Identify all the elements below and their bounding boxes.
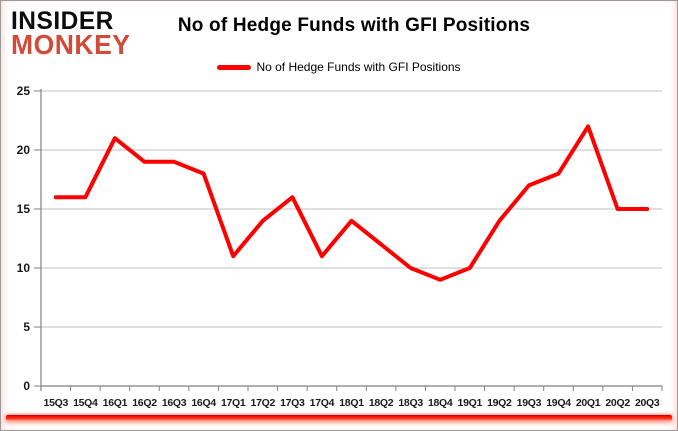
legend-line-marker bbox=[217, 64, 252, 70]
insider-monkey-logo: INSIDER MONKEY bbox=[11, 6, 151, 61]
x-tick-label-18Q2: 18Q2 bbox=[369, 397, 394, 409]
x-tick-label-17Q3: 17Q3 bbox=[280, 397, 305, 409]
x-tick-label-15Q3: 15Q3 bbox=[44, 397, 69, 409]
legend-label: No of Hedge Funds with GFI Positions bbox=[256, 60, 461, 74]
y-tick-label-10: 10 bbox=[17, 261, 31, 275]
chart-legend: No of Hedge Funds with GFI Positions bbox=[1, 60, 677, 74]
x-tick-label-16Q3: 16Q3 bbox=[162, 397, 187, 409]
x-tick-label-19Q4: 19Q4 bbox=[546, 397, 571, 409]
series-line bbox=[53, 124, 650, 282]
x-tick-label-15Q4: 15Q4 bbox=[73, 397, 98, 409]
x-tick-label-20Q3: 20Q3 bbox=[635, 397, 660, 409]
x-tick-label-20Q1: 20Q1 bbox=[576, 397, 601, 409]
x-tick-label-16Q2: 16Q2 bbox=[132, 397, 157, 409]
x-tick-label-19Q3: 19Q3 bbox=[517, 397, 542, 409]
logo-text-insider: INSIDER bbox=[11, 6, 114, 36]
x-tick-label-16Q4: 16Q4 bbox=[191, 397, 216, 409]
x-tick-label-17Q4: 17Q4 bbox=[310, 397, 335, 409]
x-tick-label-17Q2: 17Q2 bbox=[251, 397, 276, 409]
x-tick-label-16Q1: 16Q1 bbox=[103, 397, 128, 409]
x-tick-label-17Q1: 17Q1 bbox=[221, 397, 246, 409]
x-tick-label-19Q1: 19Q1 bbox=[458, 397, 483, 409]
logo-text-monkey: MONKEY bbox=[11, 28, 131, 61]
y-tick-label-20: 20 bbox=[17, 143, 31, 157]
y-tick-label-0: 0 bbox=[23, 379, 30, 393]
x-tick-label-20Q2: 20Q2 bbox=[605, 397, 630, 409]
bottom-shadow-bar bbox=[6, 415, 672, 421]
y-tick-label-25: 25 bbox=[17, 84, 31, 98]
y-tick-label-5: 5 bbox=[23, 320, 30, 334]
y-tick-label-15: 15 bbox=[17, 202, 31, 216]
x-tick-label-19Q2: 19Q2 bbox=[487, 397, 512, 409]
x-tick-label-18Q4: 18Q4 bbox=[428, 397, 453, 409]
chart-title: No of Hedge Funds with GFI Positions bbox=[177, 15, 531, 36]
x-tick-label-18Q3: 18Q3 bbox=[398, 397, 423, 409]
x-tick-label-18Q1: 18Q1 bbox=[339, 397, 364, 409]
